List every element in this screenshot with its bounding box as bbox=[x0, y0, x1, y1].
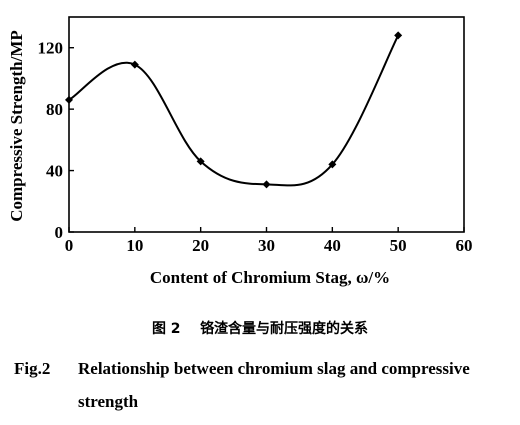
caption-cn-number: 图 2 bbox=[151, 321, 181, 337]
plot-frame bbox=[68, 16, 465, 233]
x-tick-label: 50 bbox=[390, 236, 407, 255]
x-tick-label: 60 bbox=[456, 236, 473, 255]
chart-curves bbox=[68, 34, 400, 187]
data-point-marker bbox=[196, 157, 205, 166]
x-tick-label: 0 bbox=[65, 236, 74, 255]
y-tick-label: 0 bbox=[55, 223, 64, 242]
y-tick-label: 40 bbox=[46, 162, 63, 181]
caption-en-number: Fig.2 bbox=[14, 359, 51, 378]
chart-axes bbox=[68, 16, 465, 233]
chart: 0 10 20 30 40 50 60 0 40 80 120 Content of Chromiu… bbox=[7, 16, 473, 287]
y-tick-label: 80 bbox=[46, 100, 63, 119]
data-point-marker bbox=[262, 180, 271, 189]
y-tick-label: 120 bbox=[38, 39, 64, 58]
x-tick-label: 20 bbox=[192, 236, 209, 255]
data-point-marker bbox=[328, 160, 337, 169]
caption-cn-text: 铬渣含量与耐压强度的关系 bbox=[200, 321, 369, 337]
x-tick-label: 30 bbox=[258, 236, 275, 255]
x-tick-label: 10 bbox=[126, 236, 143, 255]
chart-markers bbox=[65, 31, 403, 189]
caption-english: Fig.2 Relationship between chromium slag … bbox=[14, 352, 514, 418]
caption-en-text-line1: Relationship between chromium slag and c… bbox=[78, 359, 470, 378]
data-point-marker bbox=[394, 31, 403, 40]
data-point-marker bbox=[65, 95, 73, 104]
x-axis-label: Content of Chromium Stag, ω/% bbox=[150, 268, 390, 287]
caption-en-text-line2: strength bbox=[78, 392, 139, 411]
caption-chinese: 图 2 铬渣含量与耐压强度的关系 bbox=[0, 318, 520, 338]
data-point-marker bbox=[130, 60, 139, 69]
x-tick-label: 40 bbox=[324, 236, 341, 255]
chart-tick-labels: 0 10 20 30 40 50 60 0 40 80 120 bbox=[38, 39, 473, 255]
y-axis-label: Compressive Strength/MP bbox=[7, 30, 26, 222]
series-line-0 bbox=[68, 34, 400, 187]
